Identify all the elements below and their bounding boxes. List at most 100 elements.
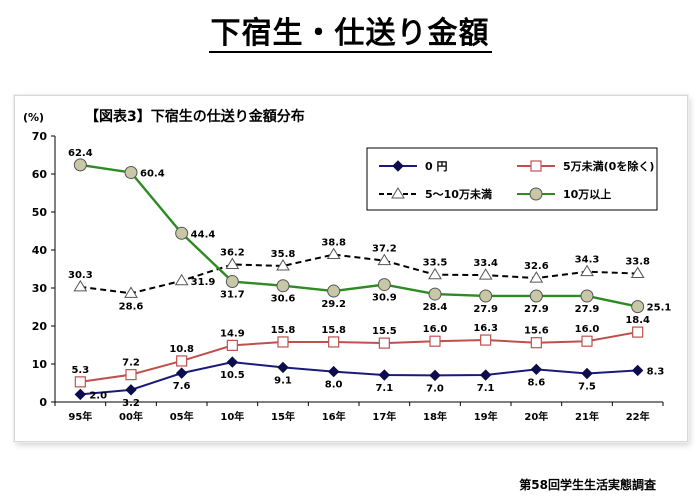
data-point — [580, 264, 594, 277]
data-point — [327, 284, 341, 298]
series-1: 2.0 3.2 7.6 10.5 9.1 8.0 7.1 7.0 7.1 8.6 7.5 8.3 — [74, 356, 664, 409]
data-label: 27.9 — [473, 304, 498, 315]
data-point — [125, 384, 137, 396]
data-point — [529, 289, 543, 303]
legend-swatch-marker — [391, 187, 405, 199]
data-label: 30.9 — [372, 293, 397, 304]
data-point — [529, 271, 544, 283]
data-label: 7.1 — [375, 383, 393, 394]
data-point — [125, 369, 137, 381]
page-title-text: 下宿生・仕送り金額 — [208, 16, 492, 53]
x-tick-label: 95年 — [68, 410, 92, 423]
y-tick-label: 70 — [32, 130, 48, 143]
data-point — [478, 268, 493, 280]
legend-label: 10万以上 — [563, 187, 611, 201]
data-label: 15.6 — [524, 326, 549, 337]
data-label: 5.3 — [71, 365, 89, 376]
data-label: 16.0 — [575, 324, 600, 335]
data-point — [276, 279, 290, 293]
axes: 0 10 20 30 40 50 60 70 95年 00年 05年 10年 15年 16年 17年 18年 1… — [32, 130, 664, 423]
data-label: 29.2 — [321, 299, 346, 310]
data-label: 10.8 — [169, 344, 194, 355]
y-tick-label: 0 — [39, 396, 47, 409]
data-point — [530, 337, 542, 349]
x-tick-label: 19年 — [474, 410, 498, 423]
data-label: 33.4 — [473, 258, 498, 269]
legend: 0 円 5万未満(0を除く) 5～10万未満 10万以上 — [366, 147, 658, 211]
y-tick-label: 30 — [32, 282, 48, 295]
data-point — [581, 335, 593, 347]
x-tick-label: 18年 — [423, 410, 447, 423]
data-label: 35.8 — [271, 249, 296, 260]
data-label: 7.2 — [122, 358, 140, 369]
data-point — [429, 335, 441, 347]
x-tick-label: 20年 — [524, 410, 548, 423]
data-label: 15.5 — [372, 326, 397, 337]
data-label: 28.4 — [423, 302, 448, 313]
data-point — [479, 369, 492, 381]
legend-swatch-marker — [529, 187, 543, 201]
data-label: 37.2 — [372, 244, 397, 255]
data-point — [630, 266, 645, 279]
data-label: 60.4 — [140, 168, 165, 179]
data-label: 8.6 — [527, 377, 545, 388]
data-point — [225, 275, 239, 289]
data-point — [226, 356, 239, 368]
data-label: 15.8 — [321, 325, 346, 336]
legend-item: 5～10万未満 — [379, 187, 492, 201]
data-point — [479, 289, 493, 303]
data-label: 44.4 — [191, 229, 216, 240]
data-point — [378, 369, 391, 381]
data-point — [530, 363, 543, 376]
data-label: 62.4 — [68, 148, 93, 159]
data-point — [74, 376, 86, 388]
y-tick-label: 40 — [32, 244, 48, 257]
series-line — [80, 253, 638, 295]
data-label: 30.3 — [68, 270, 93, 281]
data-label: 38.8 — [321, 238, 346, 249]
data-label: 8.0 — [325, 380, 343, 391]
data-label: 9.1 — [274, 375, 292, 386]
data-label: 33.5 — [423, 258, 448, 269]
series-layer: 2.03.27.610.5 9.1 8.0 7.1 7.0 7.18.6 7.58.35.3… — [68, 148, 671, 409]
legend-item: 10万以上 — [517, 187, 611, 201]
series-line — [80, 163, 638, 308]
x-tick-label: 15年 — [271, 410, 295, 423]
data-point — [480, 334, 492, 346]
x-tick-label: 16年 — [322, 410, 346, 423]
legend-swatch-marker — [392, 160, 404, 172]
x-tick-label: 10年 — [220, 410, 244, 423]
series-2: 5.3 7.2 10.8 14.9 15.8 15.8 15.5 16.0 16.3 15.6 16… — [71, 315, 650, 388]
series-line — [80, 331, 638, 383]
data-point — [428, 267, 442, 280]
data-point — [174, 273, 189, 286]
data-point — [631, 364, 644, 377]
data-point — [378, 337, 390, 349]
data-point — [581, 367, 593, 380]
data-point — [276, 258, 290, 271]
chart-title: 【図表3】下宿生の仕送り金額分布 — [85, 108, 305, 125]
data-point — [73, 158, 87, 172]
y-tick-label: 50 — [32, 206, 48, 219]
data-point — [377, 253, 392, 266]
legend-label: 5～10万未満 — [425, 187, 492, 201]
y-tick-label: 10 — [32, 358, 48, 371]
data-label: 18.4 — [625, 315, 650, 326]
data-point — [580, 289, 594, 303]
data-point — [225, 257, 240, 269]
data-point — [277, 361, 289, 374]
source-note: 第58回学生生活実態調査 — [519, 478, 656, 492]
series-line — [80, 361, 638, 396]
data-label: 14.9 — [220, 328, 245, 339]
data-label: 16.0 — [423, 324, 448, 335]
x-tick-label: 05年 — [170, 410, 194, 423]
legend-box — [366, 147, 658, 211]
data-label: 16.3 — [473, 323, 498, 334]
data-point — [429, 369, 441, 382]
data-point — [377, 278, 391, 292]
data-label: 31.9 — [191, 277, 216, 288]
data-label: 33.8 — [625, 257, 650, 268]
chart-panel: 【図表3】下宿生の仕送り金額分布 (%) 0 10 20 30 40 50 60 70 95年 0… — [14, 95, 688, 442]
data-label: 32.6 — [524, 261, 549, 272]
data-label: 2.0 — [89, 390, 107, 401]
